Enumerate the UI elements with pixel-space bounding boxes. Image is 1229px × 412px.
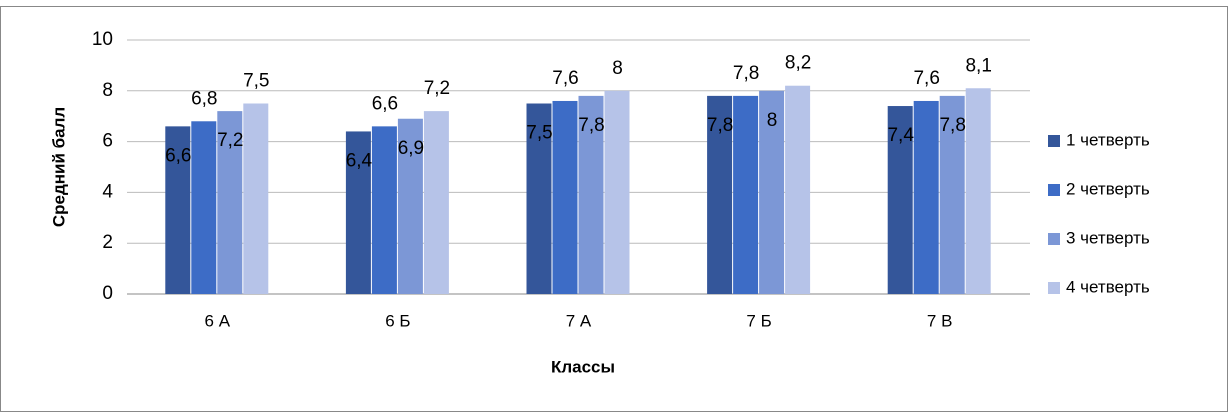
data-label: 8: [767, 110, 778, 131]
bar: [785, 85, 811, 294]
bar: [345, 131, 371, 294]
data-label: 7,4: [887, 125, 914, 146]
x-tick-label: 7 В: [927, 311, 953, 330]
bar: [707, 95, 733, 294]
bar: [733, 95, 759, 294]
data-label: 6,8: [191, 88, 217, 109]
data-label: 7,8: [578, 115, 604, 136]
legend-label: 2 четверть: [1066, 179, 1150, 198]
legend-label: 3 четверть: [1066, 228, 1150, 247]
data-label: 7,2: [217, 130, 243, 151]
bar: [217, 111, 243, 295]
bar: [165, 126, 191, 294]
bar: [191, 121, 217, 294]
data-label: 6,9: [398, 138, 424, 159]
data-label: 7,8: [939, 115, 965, 136]
data-label: 7,2: [424, 78, 450, 99]
legend-swatch: [1048, 282, 1060, 294]
data-label: 8,1: [965, 55, 991, 76]
bar: [243, 103, 269, 294]
y-tick-label: 6: [102, 131, 113, 152]
legend-label: 1 четверть: [1066, 130, 1150, 149]
data-label: 7,8: [707, 115, 733, 136]
data-label: 6,6: [165, 145, 191, 166]
bar: [604, 90, 630, 294]
y-axis-title: Средний балл: [49, 107, 68, 227]
bar: [965, 88, 991, 294]
y-tick-label: 2: [102, 232, 113, 253]
legend-swatch: [1048, 135, 1060, 147]
bar: [526, 103, 552, 294]
bar: [423, 111, 449, 295]
data-label: 7,5: [243, 71, 269, 92]
data-label: 8: [612, 58, 623, 79]
x-tick-label: 7 А: [566, 311, 592, 330]
bar: [552, 100, 578, 295]
x-tick-label: 6 Б: [385, 311, 410, 330]
data-label: 6,4: [346, 150, 373, 171]
bar: [939, 95, 965, 294]
y-tick-label: 8: [102, 80, 113, 101]
data-label: 7,6: [913, 68, 939, 89]
data-label: 7,6: [552, 68, 578, 89]
data-label: 7,5: [526, 123, 552, 144]
data-label: 7,8: [733, 63, 759, 84]
legend-swatch: [1048, 184, 1060, 196]
x-tick-label: 7 Б: [746, 311, 771, 330]
bar: [397, 118, 423, 295]
y-tick-label: 4: [102, 181, 113, 202]
data-label: 8,2: [785, 53, 811, 74]
bar: [887, 106, 913, 294]
x-tick-label: 6 А: [205, 311, 231, 330]
bar: [759, 90, 785, 294]
y-tick-label: 10: [92, 29, 113, 50]
x-axis-title: Классы: [551, 357, 615, 376]
legend-swatch: [1048, 233, 1060, 245]
legend-label: 4 четверть: [1066, 277, 1150, 296]
data-label: 6,6: [372, 93, 398, 114]
y-tick-label: 0: [102, 283, 113, 304]
bar: [913, 100, 939, 295]
bar: [578, 95, 604, 294]
bar: [371, 126, 397, 294]
